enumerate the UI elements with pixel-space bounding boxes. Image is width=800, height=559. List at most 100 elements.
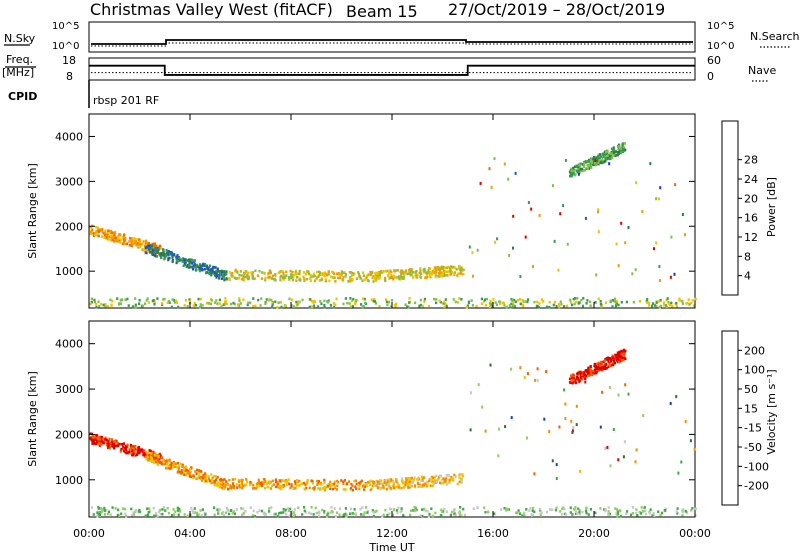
range-gate-cell [327,299,331,302]
range-gate-cell [480,297,483,301]
colorbar-tick-label: 50 [744,383,758,396]
scatter-cell [655,241,658,245]
range-gate-cell [287,509,291,512]
scatter-cell [536,367,539,371]
range-gate-cell [533,300,536,304]
range-gate-cell [453,510,456,513]
range-gate-cell [571,303,574,307]
range-gate-cell [159,508,162,512]
range-gate-cell [128,240,131,243]
range-gate-cell [97,300,100,304]
range-gate-cell [264,513,268,516]
range-gate-cell [379,273,382,277]
range-gate-cell [443,507,446,511]
range-gate-cell [126,297,129,301]
range-gate-cell [434,511,437,515]
scatter-cell [510,416,513,420]
range-gate-cell [563,305,566,308]
range-gate-cell [617,303,620,307]
range-gate-cell [156,297,159,300]
range-gate-cell [123,239,126,242]
range-gate-cell [215,271,219,275]
range-gate-cell [456,274,459,277]
range-gate-cell [353,272,356,276]
range-gate-cell [190,466,193,469]
freq-left-bottom-tick: 8 [66,70,73,83]
range-gate-cell [211,268,214,272]
scatter-cell [551,184,554,188]
range-gate-cell [348,279,351,283]
range-gate-cell [344,507,347,510]
range-gate-cell [220,277,224,280]
range-gate-cell [331,510,334,514]
scatter-cell [572,426,575,429]
range-gate-cell [166,301,169,305]
range-gate-cell [267,271,270,275]
range-gate-cell [193,507,196,510]
range-gate-cell [220,512,224,515]
range-gate-cell [138,510,141,514]
range-gate-cell [354,485,357,488]
range-gate-cell [126,451,129,455]
range-gate-cell [617,360,620,364]
range-gate-cell [312,513,315,516]
range-gate-cell [203,268,206,271]
range-gate-cell [274,300,277,304]
range-gate-cell [448,478,451,482]
range-gate-cell [321,508,324,512]
range-gate-cell [319,487,322,490]
range-gate-cell [107,512,110,516]
range-gate-cell [635,511,638,515]
range-gate-cell [131,446,134,449]
range-gate-cell [410,476,413,480]
range-gate-cell [118,239,121,243]
range-gate-cell [401,477,404,481]
range-gate-cell [298,272,301,275]
scatter-cell [548,430,551,434]
range-gate-cell [435,474,438,478]
range-gate-cell [159,254,162,257]
range-gate-cell [361,485,364,488]
range-gate-cell [375,479,378,483]
range-gate-cell [230,485,233,488]
range-gate-cell [693,304,696,307]
range-gate-cell [439,270,442,273]
range-gate-cell [565,304,569,308]
range-gate-cell [519,512,522,515]
range-gate-cell [614,154,617,157]
range-gate-cell [621,148,624,151]
range-gate-cell [240,277,243,281]
range-gate-cell [570,174,573,178]
range-gate-cell [160,462,163,466]
range-gate-cell [107,440,110,443]
range-gate-cell [585,509,588,513]
range-gate-cell [244,510,247,513]
range-gate-cell [106,443,109,447]
scatter-cell [551,459,554,463]
range-gate-cell [470,299,473,302]
range-gate-cell [239,302,242,305]
range-gate-cell [284,508,287,512]
range-gate-cell [152,455,155,458]
range-gate-cell [161,456,164,459]
range-gate-cell [312,272,315,276]
range-gate-cell [159,244,162,248]
range-gate-cell [513,304,516,308]
range-gate-cell [600,368,603,371]
nave-label: Nave [748,64,776,77]
range-gate-cell [612,151,615,154]
range-gate-cell [295,275,298,279]
range-gate-cell [516,298,520,302]
range-gate-cell [667,300,670,304]
range-gate-cell [216,302,219,305]
range-gate-cell [284,480,287,483]
range-gate-cell [301,513,304,516]
range-gate-cell [444,298,447,301]
scatter-cell [558,425,561,429]
x-tick-label: 00:00 [679,527,711,540]
nave-right-bottom-tick: 0 [707,70,714,83]
range-gate-cell [321,273,324,277]
range-gate-cell [238,484,241,487]
range-gate-cell [391,276,394,279]
range-gate-cell [189,470,192,474]
